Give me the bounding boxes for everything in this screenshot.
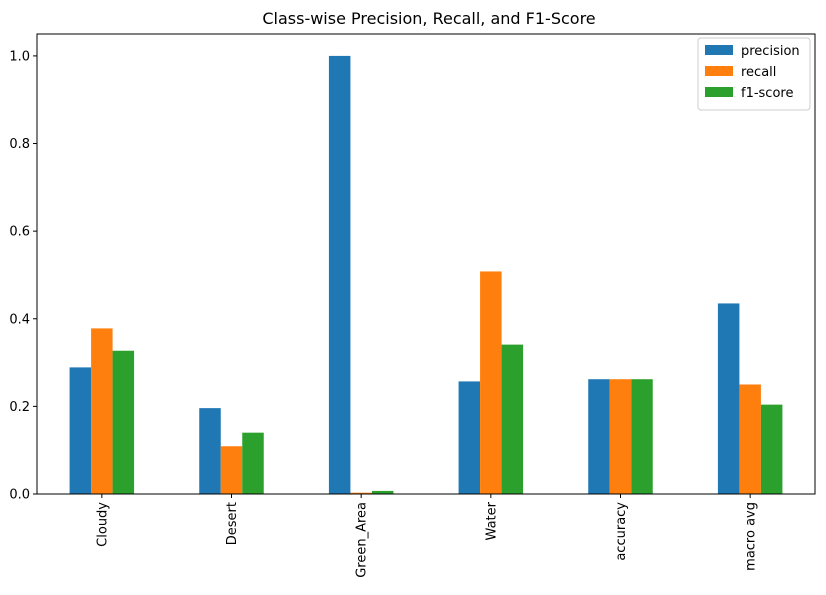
bar-precision-Green_Area: [328, 55, 351, 495]
bar-f1-score-Cloudy: [112, 350, 135, 494]
bar-precision-Cloudy: [69, 367, 92, 494]
x-tick-label: macro avg: [744, 502, 759, 571]
axes-group: 0.0 0.2 0.4 0.6 0.8 1.0 Cloudy Desert Green_Area…: [9, 33, 816, 578]
x-tick-label: Desert: [225, 502, 240, 545]
bar-precision-macro avg: [717, 303, 740, 494]
plot-frame: [36, 33, 816, 495]
legend-label-recall: recall: [741, 65, 776, 80]
legend-swatch-recall: [705, 66, 733, 76]
bar-precision-accuracy: [588, 379, 610, 494]
legend: precision recall f1-score: [697, 37, 811, 111]
bar-f1-score-Desert: [242, 432, 264, 494]
bar-precision-Water: [458, 381, 481, 494]
bar-recall-Desert: [220, 446, 243, 494]
y-tick-label: 0.0: [9, 488, 30, 503]
bar-recall-Water: [480, 271, 502, 494]
y-tick-label: 0.2: [9, 400, 30, 415]
x-tick-label: Water: [484, 501, 499, 540]
y-tick-label: 1.0: [9, 49, 30, 64]
legend-label-precision: precision: [741, 44, 800, 59]
bars-group: [69, 55, 783, 495]
bar-f1-score-macro avg: [760, 404, 783, 494]
chart-title: Class-wise Precision, Recall, and F1-Sco…: [262, 9, 595, 28]
bar-recall-accuracy: [609, 379, 632, 494]
bar-recall-Cloudy: [91, 328, 113, 494]
bar-f1-score-Green_Area: [371, 490, 394, 494]
bar-f1-score-Water: [501, 344, 524, 494]
y-tick-label: 0.4: [9, 312, 30, 327]
bar-precision-Desert: [199, 408, 221, 494]
y-tick-label: 0.8: [9, 137, 30, 152]
x-tick-label: Cloudy: [95, 502, 110, 547]
bar-recall-Green_Area: [350, 492, 372, 494]
y-tick-label: 0.6: [9, 225, 30, 240]
legend-label-f1-score: f1-score: [741, 86, 793, 101]
bar-recall-macro avg: [739, 384, 761, 494]
legend-swatch-f1-score: [705, 87, 733, 97]
x-tick-label: Green_Area: [355, 502, 370, 578]
bar-f1-score-accuracy: [631, 379, 653, 494]
legend-swatch-precision: [705, 45, 733, 55]
x-tick-label: accuracy: [614, 502, 629, 561]
